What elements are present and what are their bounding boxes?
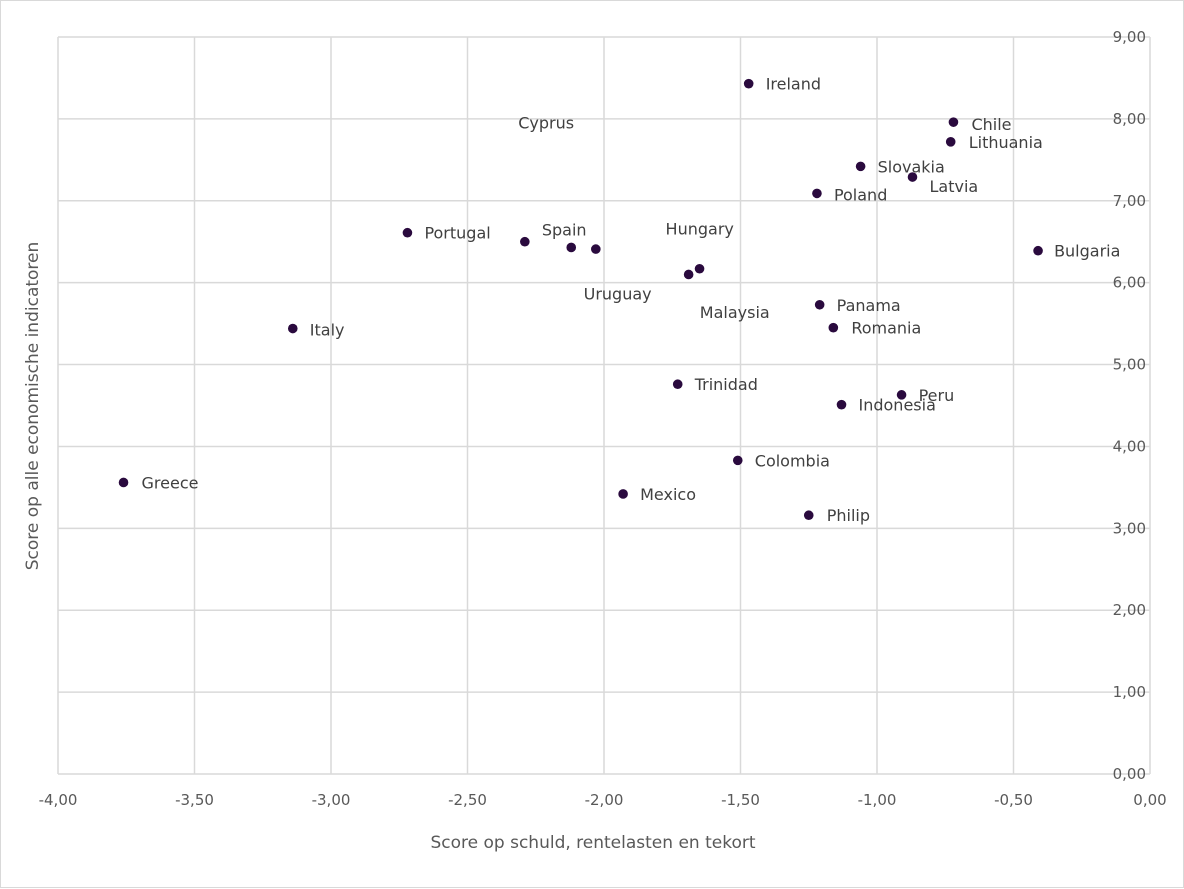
data-label: Peru <box>919 386 955 405</box>
grid <box>57 36 1151 775</box>
data-label: Lithuania <box>969 133 1043 152</box>
y-tick-label: 8,00 <box>1113 110 1146 128</box>
data-point <box>694 263 705 274</box>
data-label: Trinidad <box>694 375 758 394</box>
y-tick-label: 7,00 <box>1113 192 1146 210</box>
data-label: Bulgaria <box>1054 242 1120 261</box>
y-tick-label: 1,00 <box>1113 683 1146 701</box>
data-label: Ireland <box>766 75 821 94</box>
data-label: Chile <box>971 115 1011 134</box>
data-point <box>672 379 683 390</box>
data-label: Italy <box>310 321 345 340</box>
y-axis-title: Score op alle economische indicatoren <box>23 242 43 571</box>
data-point <box>591 244 601 254</box>
y-tick-label: 9,00 <box>1113 28 1146 46</box>
data-point <box>803 510 814 521</box>
data-label: Poland <box>834 185 887 204</box>
data-point <box>948 117 959 127</box>
data-point <box>896 390 907 400</box>
data-point <box>118 477 129 488</box>
data-point <box>402 227 413 238</box>
data-point <box>1033 245 1043 256</box>
x-tick-label: -0,50 <box>994 791 1033 809</box>
x-tick-label: -3,50 <box>175 791 214 809</box>
data-label: Panama <box>837 296 901 315</box>
data-point <box>287 323 298 334</box>
data-label: Romania <box>851 319 921 338</box>
y-tick-labels: 0,00 1,00 2,00 3,00 4,00 5,00 6,00 7,00 8,00 9,00 <box>1113 28 1146 783</box>
data-point <box>618 489 628 499</box>
data-point <box>855 161 866 172</box>
data-label: Indonesia <box>859 396 936 415</box>
data-label: Uruguay <box>584 284 652 303</box>
x-axis-title: Score op schuld, rentelasten en tekort <box>430 833 755 853</box>
y-tick-label: 3,00 <box>1113 519 1146 537</box>
x-tick-label: 0,00 <box>1133 791 1166 809</box>
data-point <box>828 322 839 333</box>
x-tick-label: -1,00 <box>858 791 897 809</box>
data-label: Portugal <box>424 224 490 243</box>
y-tick-label: 4,00 <box>1113 437 1146 455</box>
x-tick-label: -4,00 <box>39 791 78 809</box>
data-label: Greece <box>142 473 199 492</box>
x-tick-label: -3,00 <box>312 791 351 809</box>
data-label: Cyprus <box>518 113 574 132</box>
data-label: Latvia <box>929 177 978 196</box>
data-label: Spain <box>542 221 587 240</box>
x-tick-label: -2,00 <box>585 791 624 809</box>
y-tick-label: 5,00 <box>1113 356 1146 374</box>
data-point <box>812 188 822 199</box>
data-point <box>836 399 847 410</box>
data-point <box>683 269 694 280</box>
data-point <box>743 78 754 89</box>
data-label: Philip <box>827 506 870 525</box>
data-point <box>814 299 825 310</box>
y-tick-label: 0,00 <box>1113 765 1146 783</box>
data-label: Slovakia <box>878 157 945 176</box>
x-tick-labels: -4,00 -3,50 -3,00 -2,50 -2,00 -1,50 -1,00 -0,50… <box>39 791 1167 809</box>
data-point <box>907 172 918 182</box>
data-label: Mexico <box>640 485 696 504</box>
data-point <box>566 242 577 253</box>
x-tick-label: -2,50 <box>448 791 487 809</box>
y-tick-label: 6,00 <box>1113 274 1146 292</box>
data-points <box>118 78 1043 521</box>
y-tick-label: 2,00 <box>1113 601 1146 619</box>
data-label: Colombia <box>755 451 830 470</box>
data-point <box>732 455 743 466</box>
data-label: Malaysia <box>700 303 770 322</box>
data-point <box>945 137 956 147</box>
x-tick-label: -1,50 <box>721 791 760 809</box>
data-label: Hungary <box>666 220 734 239</box>
data-point <box>520 236 530 247</box>
